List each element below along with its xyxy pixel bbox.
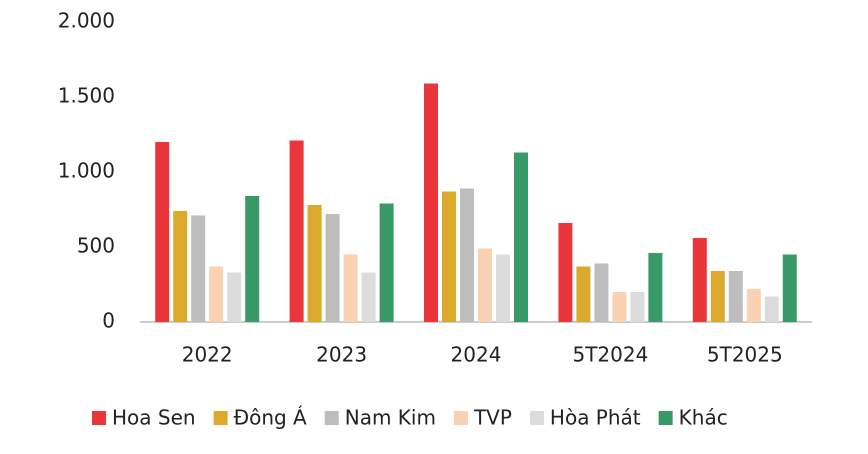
legend-label: Hoa Sen bbox=[112, 406, 196, 430]
y-tick-label: 1.500 bbox=[58, 84, 115, 108]
bar bbox=[227, 272, 242, 322]
legend-label: Đông Á bbox=[234, 406, 307, 430]
legend-swatch bbox=[92, 411, 106, 425]
bar bbox=[496, 254, 510, 322]
bar bbox=[460, 188, 474, 322]
bar bbox=[728, 271, 743, 322]
y-tick-label: 2.000 bbox=[58, 9, 115, 33]
bar bbox=[478, 248, 492, 322]
bar bbox=[343, 254, 358, 322]
bar bbox=[191, 215, 206, 322]
x-tick-label: 2022 bbox=[182, 343, 233, 367]
bar bbox=[576, 266, 591, 322]
x-tick-label: 5T2024 bbox=[572, 343, 648, 367]
bar bbox=[514, 152, 528, 322]
bar bbox=[173, 211, 188, 322]
y-tick-label: 0 bbox=[102, 309, 115, 333]
legend-swatch bbox=[324, 411, 339, 425]
legend-label: TVP bbox=[473, 406, 512, 430]
x-tick-label: 2023 bbox=[316, 343, 367, 367]
legend-label: Khác bbox=[679, 406, 728, 430]
bar bbox=[209, 266, 224, 322]
bar bbox=[325, 214, 340, 322]
bar bbox=[361, 272, 376, 322]
bar bbox=[424, 83, 438, 322]
legend-swatch bbox=[453, 411, 468, 425]
legend-label: Nam Kim bbox=[345, 406, 436, 430]
legend-swatch bbox=[529, 411, 544, 425]
bar bbox=[648, 253, 663, 322]
legend-swatch bbox=[658, 411, 673, 425]
bar bbox=[764, 296, 779, 322]
bar bbox=[612, 292, 627, 322]
bar bbox=[630, 292, 645, 322]
bar bbox=[155, 142, 170, 322]
bar bbox=[442, 191, 456, 322]
bar bbox=[558, 223, 573, 322]
bar bbox=[782, 254, 797, 322]
x-tick-label: 2024 bbox=[451, 343, 502, 367]
bar bbox=[289, 140, 304, 322]
bar bbox=[746, 289, 761, 322]
bar bbox=[245, 196, 260, 322]
bar bbox=[307, 205, 322, 322]
y-tick-label: 1.000 bbox=[58, 159, 115, 183]
y-tick-label: 500 bbox=[77, 234, 115, 258]
legend-swatch bbox=[213, 411, 228, 425]
bar bbox=[379, 203, 394, 322]
bar bbox=[710, 271, 725, 322]
x-tick-label: 5T2025 bbox=[707, 343, 783, 367]
bar bbox=[692, 238, 707, 322]
legend-label: Hòa Phát bbox=[550, 406, 641, 430]
bar bbox=[594, 263, 609, 322]
